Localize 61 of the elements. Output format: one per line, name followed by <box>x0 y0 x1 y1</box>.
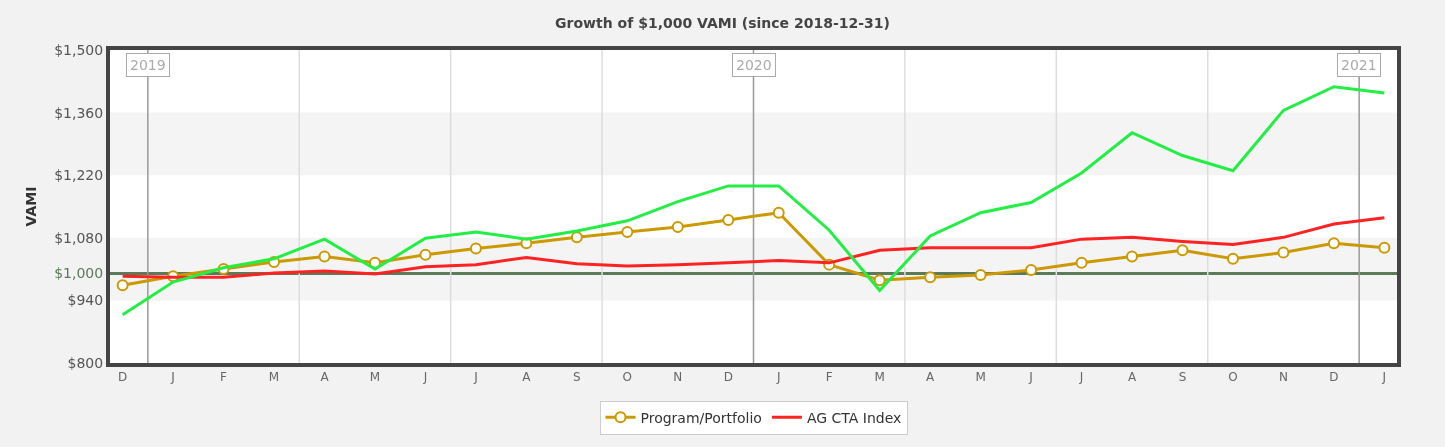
legend-label: AG CTA Index <box>806 409 902 426</box>
point <box>1327 237 1340 250</box>
point <box>318 250 331 263</box>
y-tick-label: $940 <box>67 292 104 309</box>
y-tick-label: $800 <box>67 354 104 371</box>
point <box>621 225 634 238</box>
x-tick-label: M <box>268 370 280 385</box>
x-tick-label: J <box>1381 370 1387 385</box>
chart-title: Growth of $1,000 VAMI (since 2018-12-31) <box>555 14 890 31</box>
point <box>469 242 482 255</box>
x-tick-label: M <box>975 370 986 385</box>
legend-label: Program/Portfolio <box>640 409 762 426</box>
point <box>419 248 432 261</box>
y-tick-label: $1,360 <box>54 104 104 121</box>
annotation: 2019 <box>130 57 166 73</box>
x-tick-label: N <box>1278 370 1288 385</box>
x-tick-label: J <box>1028 370 1033 385</box>
point <box>974 268 987 281</box>
point <box>671 221 684 234</box>
x-tick-label: J <box>775 370 781 385</box>
y-tick-label: $1,000 <box>54 265 104 282</box>
x-tick-label: A <box>1127 370 1137 385</box>
x-tick-label: J <box>170 370 175 385</box>
y-tick-label: $1,080 <box>54 229 104 246</box>
x-tick-label: F <box>220 370 228 385</box>
point <box>1226 252 1239 265</box>
point <box>722 213 735 226</box>
y-tick-label: $1,220 <box>54 167 104 184</box>
point <box>924 271 937 284</box>
point <box>873 274 886 287</box>
x-tick-label: D <box>723 370 733 385</box>
point <box>1025 263 1038 276</box>
annotation: 2021 <box>1341 57 1377 73</box>
x-tick-label: O <box>622 370 633 385</box>
point <box>116 279 129 292</box>
x-tick-label: J <box>422 370 428 385</box>
point <box>772 206 785 219</box>
point <box>570 231 583 244</box>
point <box>1075 256 1088 269</box>
x-tick-label: A <box>320 370 330 385</box>
x-tick-label: S <box>1178 370 1187 385</box>
x-tick-label: M <box>369 370 381 385</box>
x-tick-label: J <box>1078 370 1084 385</box>
x-tick-label: M <box>874 370 885 385</box>
y-axis-title: VAMI <box>23 186 40 227</box>
point <box>1126 250 1139 263</box>
x-tick-label: D <box>1329 370 1339 385</box>
y-tick-label: $1,500 <box>54 41 104 58</box>
x-tick-label: A <box>522 370 532 385</box>
point <box>1277 246 1290 259</box>
point <box>1176 244 1189 257</box>
x-tick-label: D <box>118 370 128 385</box>
line-series <box>121 85 1386 317</box>
x-tick-label: J <box>473 370 478 385</box>
point <box>1378 241 1391 254</box>
x-tick-label: N <box>673 370 683 385</box>
annotation: 2020 <box>736 57 772 73</box>
x-tick-label: A <box>926 370 936 385</box>
x-tick-label: S <box>573 370 581 385</box>
x-tick-label: O <box>1228 370 1238 385</box>
x-tick-label: F <box>825 370 833 385</box>
